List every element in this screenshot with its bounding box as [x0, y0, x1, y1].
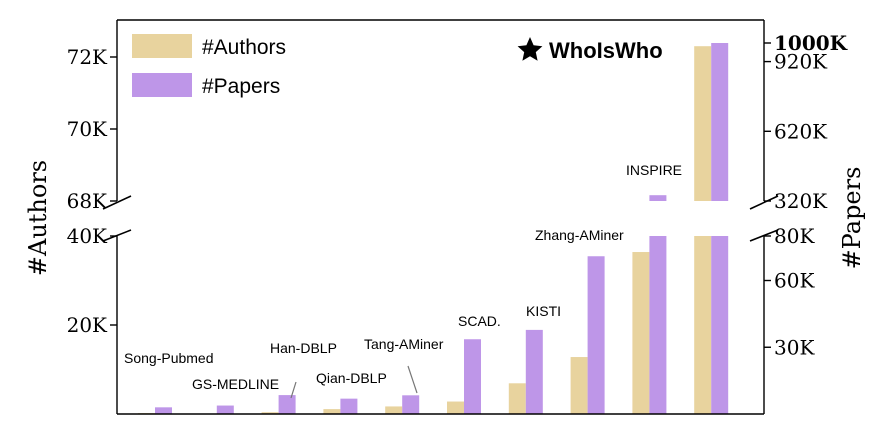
ticks-layer: 20K 40K 68K 70K 72K 30K 60K 80K 320K 620K 920K1000…	[67, 31, 848, 359]
right-tick-label: 30K	[774, 335, 815, 359]
bar-papers	[525, 329, 543, 414]
bar-authors	[261, 412, 279, 414]
bar-papers	[340, 398, 358, 414]
bar-papers	[464, 339, 481, 414]
bar-category-label: KISTI	[526, 303, 561, 319]
bar-papers-upper	[649, 195, 667, 201]
left-axis-title: #Authors	[24, 160, 52, 276]
badge-label: WhoIsWho	[549, 38, 663, 63]
bar-papers	[587, 256, 605, 414]
right-axis-title: #Papers	[838, 167, 866, 270]
bar-authors	[447, 401, 464, 414]
bar-category-label: Song-Pubmed	[124, 350, 214, 366]
bar-labels-layer: Song-Pubmed GS-MEDLINE Han-DBLP Qian-DBLP Ta…	[124, 162, 682, 399]
bar-authors	[632, 252, 650, 414]
right-tick-label: 620K	[774, 119, 828, 143]
bar-papers	[216, 405, 234, 414]
right-tick-label: 320K	[774, 189, 828, 213]
left-tick-label: 72K	[67, 45, 108, 69]
legend-label-authors: #Authors	[202, 36, 286, 59]
legend-swatch-authors	[132, 34, 192, 58]
bar-papers-upper	[711, 43, 729, 201]
bar-category-label: SCAD.	[458, 313, 501, 329]
left-tick-label: 40K	[67, 224, 108, 248]
bar-category-label: GS-MEDLINE	[192, 376, 279, 392]
bar-category-label: Tang-AMiner	[364, 336, 444, 352]
right-tick-label: 80K	[774, 224, 815, 248]
bar-papers	[155, 407, 172, 414]
bar-authors	[508, 383, 526, 414]
whoiswho-badge: WhoIsWho	[517, 37, 663, 63]
bar-authors	[323, 409, 341, 414]
bar-category-label: INSPIRE	[626, 162, 682, 178]
legend: #Authors #Papers	[132, 34, 286, 98]
leader-line-tang-aminer	[407, 365, 418, 394]
left-tick-label: 20K	[67, 313, 108, 337]
left-tick-label: 70K	[67, 117, 108, 141]
bar-authors	[385, 406, 403, 414]
bar-papers	[278, 395, 296, 414]
bar-category-label: Zhang-AMiner	[535, 227, 624, 243]
bar-category-label: Han-DBLP	[270, 340, 337, 356]
bar-papers	[402, 395, 420, 414]
axis-break-right-upper	[749, 195, 779, 210]
star-icon	[517, 37, 543, 61]
bar-category-label: Qian-DBLP	[316, 370, 387, 386]
bar-authors	[694, 236, 712, 414]
bar-authors-upper	[694, 46, 712, 202]
bar-papers	[649, 236, 667, 414]
right-tick-label: 1000K	[774, 31, 848, 55]
bar-authors	[570, 357, 588, 414]
legend-swatch-papers	[132, 73, 192, 97]
legend-label-papers: #Papers	[202, 75, 280, 98]
right-tick-label: 60K	[774, 269, 815, 293]
bar-papers	[711, 236, 729, 414]
axis-break-left-upper	[102, 195, 132, 210]
left-tick-label: 68K	[67, 189, 108, 213]
bars-layer	[138, 43, 729, 414]
right-tick-label: 920K	[774, 50, 828, 74]
leader-line-han-dblp	[290, 381, 297, 399]
